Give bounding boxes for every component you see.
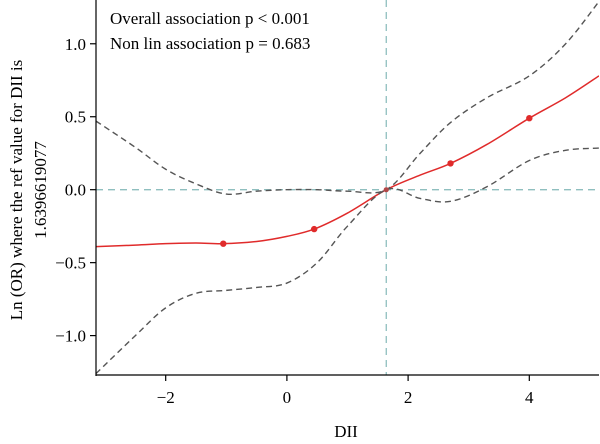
data-point bbox=[447, 160, 454, 167]
data-point bbox=[526, 114, 533, 122]
x-tick-label: 2 bbox=[404, 388, 413, 407]
annotation-overall: Overall association p < 0.001 bbox=[110, 9, 310, 28]
annotation-nonlinear: Non lin association p = 0.683 bbox=[110, 34, 310, 53]
x-axis-title: DII bbox=[334, 422, 358, 441]
x-tick-label: 0 bbox=[283, 388, 292, 407]
data-point bbox=[310, 225, 318, 233]
series-line-lower bbox=[96, 147, 599, 375]
x-tick-label: −2 bbox=[157, 388, 175, 407]
axes: −2 0 2 4 −1.0 −0.5 0.0 0.5 1.0 bbox=[55, 0, 599, 407]
y-tick-label: −0.5 bbox=[55, 254, 86, 273]
x-tick-label: 4 bbox=[525, 388, 534, 407]
y-axis-title-line-1: Ln (OR) where the ref value for DII is bbox=[7, 60, 26, 321]
y-tick-label: 1.0 bbox=[65, 35, 86, 54]
series-line-estimate bbox=[96, 75, 599, 248]
data-point bbox=[220, 240, 227, 247]
plot-area bbox=[96, 0, 599, 375]
data-point bbox=[383, 187, 389, 193]
y-tick-label: 0.0 bbox=[65, 181, 86, 200]
y-tick-label: 0.5 bbox=[65, 108, 86, 127]
series-line-upper bbox=[96, 1, 599, 196]
y-axis-title-line-2: 1.6396619077 bbox=[31, 141, 50, 239]
y-tick-label: −1.0 bbox=[55, 327, 86, 346]
